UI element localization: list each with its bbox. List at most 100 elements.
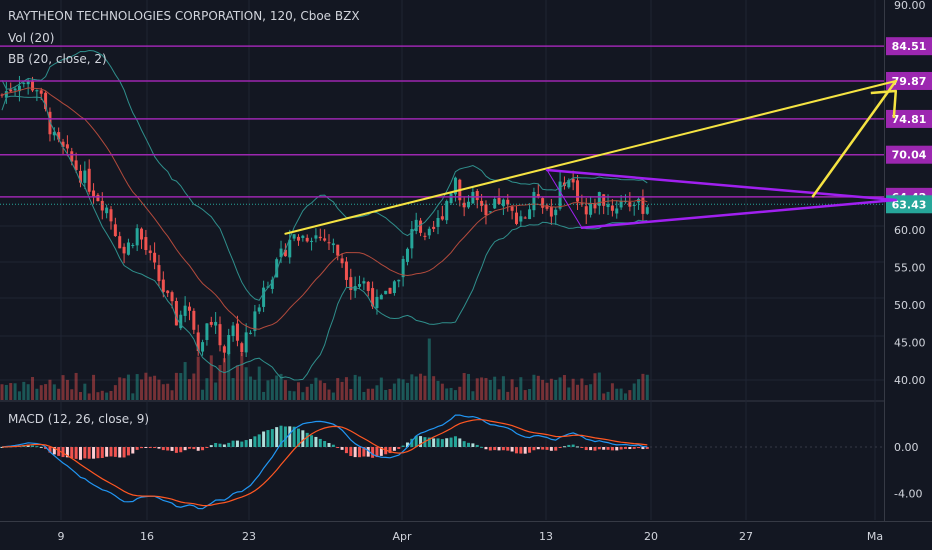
candle-body (445, 201, 449, 221)
candle-body (528, 209, 532, 220)
macd-histogram-bar (484, 447, 488, 450)
candle-body (109, 209, 113, 222)
candle-body (340, 258, 344, 264)
macd-histogram-bar (371, 447, 375, 458)
macd-histogram-bar (270, 429, 274, 447)
macd-histogram-bar (122, 447, 126, 458)
macd-histogram-bar (292, 426, 296, 447)
macd-histogram-bar (153, 447, 157, 448)
macd-histogram-bar (170, 447, 174, 451)
candle-body (113, 224, 117, 237)
candle-body (35, 90, 39, 92)
candle-body (401, 259, 405, 278)
volume-bar (593, 373, 597, 400)
candle-body (632, 204, 636, 206)
volume-bar (235, 365, 239, 400)
volume-bar (475, 378, 479, 400)
time-tick-label: 9 (58, 530, 65, 543)
candle-body (209, 321, 213, 325)
volume-bar (645, 374, 649, 400)
macd-histogram-bar (301, 430, 305, 447)
price-tick-label: 40.00 (894, 374, 926, 387)
volume-bar (279, 373, 283, 400)
candle-body (384, 290, 388, 295)
volume-bar (166, 383, 170, 400)
volume-bar (362, 391, 366, 400)
macd-histogram-bar (637, 447, 641, 449)
time-tick-label: 13 (539, 530, 553, 543)
volume-bar (205, 378, 209, 400)
candle-body (523, 217, 527, 219)
volume-bar (140, 379, 144, 400)
candle-body (436, 217, 440, 227)
candle-body (628, 202, 632, 207)
macd-histogram-bar (140, 447, 144, 449)
volume-bar (336, 378, 340, 400)
macd-tick-label: 0.00 (894, 441, 919, 454)
candle-body (314, 235, 318, 239)
volume-bar (445, 388, 449, 400)
candle-body (105, 207, 109, 214)
candle-body (222, 346, 226, 353)
volume-bar (4, 384, 8, 400)
macd-histogram-bar (445, 438, 449, 447)
macd-histogram-bar (554, 447, 558, 451)
volume-bar (192, 373, 196, 400)
volume-bar (397, 378, 401, 400)
macd-histogram-bar (240, 441, 244, 447)
volume-bar (78, 392, 82, 400)
macd-histogram-bar (458, 438, 462, 447)
macd-histogram-bar (623, 447, 627, 449)
volume-bar (344, 377, 348, 400)
candle-body (9, 89, 13, 92)
volume-bar (388, 389, 392, 400)
candle-body (214, 321, 218, 326)
bollinger-legend: BB (20, close, 2) (8, 52, 107, 66)
candle-body (161, 279, 165, 292)
volume-bar (484, 378, 488, 400)
candle-body (288, 239, 292, 258)
candle-body (419, 220, 423, 233)
macd-histogram-bar (192, 447, 196, 450)
macd-histogram-bar (427, 437, 431, 447)
projection-arrow-head (870, 89, 898, 119)
macd-histogram-bar (480, 446, 484, 448)
macd-histogram-bar (57, 447, 61, 456)
volume-bar (405, 382, 409, 400)
candle-body (310, 240, 314, 242)
macd-histogram-bar (174, 447, 178, 453)
macd-histogram-bar (432, 438, 436, 447)
volume-bar (462, 373, 466, 400)
volume-bar (22, 381, 26, 400)
candle-body (405, 248, 409, 262)
candle-body (192, 310, 196, 330)
candle-body (580, 203, 584, 205)
macd-histogram-bar (497, 447, 501, 451)
candle-body (39, 90, 43, 94)
macd-histogram-bar (131, 447, 135, 454)
candle-body (379, 295, 383, 300)
candle-body (488, 211, 492, 213)
macd-histogram-bar (244, 440, 248, 447)
volume-bar (510, 379, 514, 400)
macd-histogram-bar (31, 445, 35, 447)
candle-body (292, 234, 296, 239)
candle-body (296, 236, 300, 241)
candle-body (519, 216, 523, 222)
macd-histogram-bar (323, 441, 327, 447)
volume-bar (270, 379, 274, 400)
volume-bar (331, 392, 335, 400)
macd-histogram-bar (506, 447, 510, 451)
macd-histogram-bar (641, 447, 645, 450)
volume-bar (52, 384, 56, 400)
candle-body (545, 205, 549, 209)
candle-body (318, 236, 322, 239)
macd-histogram-bar (187, 447, 191, 449)
volume-bar (401, 379, 405, 400)
candle-body (610, 205, 614, 211)
volume-bar (283, 380, 287, 400)
candle-body (554, 209, 558, 216)
macd-legend: MACD (12, 26, close, 9) (8, 412, 150, 426)
symbol-title: RAYTHEON TECHNOLOGIES CORPORATION, 120, … (8, 9, 360, 23)
